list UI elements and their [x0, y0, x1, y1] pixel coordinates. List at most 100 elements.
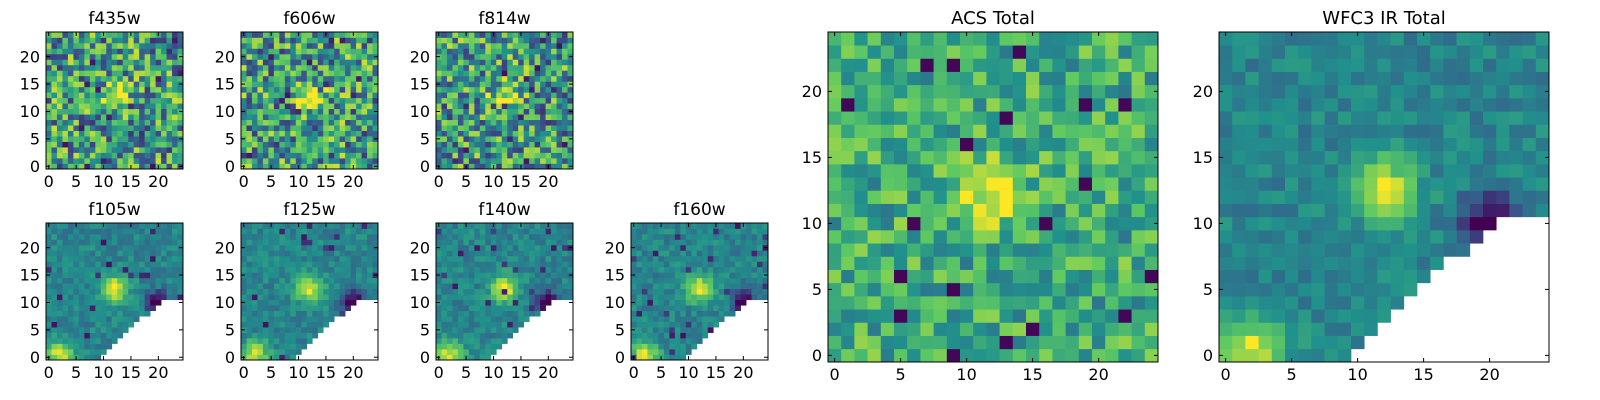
heatmap-cell [680, 310, 687, 317]
heatmap-cell [172, 283, 178, 290]
heatmap-cell [117, 37, 124, 44]
heatmap-cell [361, 283, 368, 290]
heatmap-cell [545, 147, 552, 153]
heatmap-cell [56, 147, 63, 153]
heatmap-cell [251, 233, 258, 240]
heatmap-cell [463, 255, 470, 262]
heatmap-cell [529, 114, 535, 121]
heatmap-cell [284, 103, 291, 110]
heatmap-cell [339, 92, 346, 99]
heatmap-cell [551, 81, 557, 88]
heatmap-cell [51, 81, 58, 88]
heatmap-cell [89, 305, 96, 312]
heatmap-cell [161, 239, 167, 246]
heatmap-cell [669, 288, 676, 295]
heatmap-cell [367, 141, 373, 148]
heatmap-cell [567, 158, 574, 164]
heatmap-cell [523, 294, 530, 301]
heatmap-cell [339, 305, 346, 312]
heatmap-cell [724, 244, 730, 251]
heatmap-cell [523, 255, 530, 262]
heatmap-cell [150, 239, 156, 246]
heatmap-cell [268, 277, 275, 284]
heatmap-cell [512, 130, 519, 137]
x-tick-label: 0 [629, 363, 639, 382]
heatmap-cell [463, 228, 470, 235]
heatmap-cell [46, 316, 52, 322]
heatmap-cell [512, 141, 519, 148]
heatmap-cell [62, 332, 69, 339]
heatmap-cell [56, 64, 63, 71]
heatmap-cell [144, 141, 151, 148]
heatmap-cell [166, 283, 173, 290]
heatmap-cell [631, 239, 637, 246]
heatmap-cell [960, 309, 974, 323]
heatmap-cell [1131, 296, 1146, 310]
heatmap-cell [62, 32, 69, 38]
heatmap-cell [636, 233, 643, 240]
heatmap-cell [328, 53, 335, 60]
heatmap-cell [172, 244, 178, 251]
heatmap-cell [973, 137, 987, 152]
heatmap-cell [479, 250, 486, 257]
heatmap-cell [652, 283, 659, 290]
heatmap-cell [457, 343, 464, 350]
heatmap-cell [111, 305, 118, 312]
heatmap-cell [457, 299, 464, 306]
heatmap-cell [317, 42, 324, 49]
heatmap-cell [1324, 296, 1339, 310]
heatmap-cell [1219, 322, 1233, 336]
heatmap-cell [1337, 243, 1352, 257]
heatmap-cell [73, 239, 80, 246]
heatmap-cell [691, 338, 698, 344]
x-tick-label: 10 [956, 365, 976, 384]
heatmap-cell [150, 147, 156, 153]
heatmap-cell [973, 177, 987, 191]
heatmap-cell [273, 70, 280, 77]
heatmap-cell [273, 288, 280, 295]
heatmap-cell [567, 152, 574, 159]
heatmap-cell [166, 266, 173, 273]
heatmap-cell [339, 37, 346, 44]
heatmap-cell [257, 338, 264, 344]
heatmap-cell [323, 305, 330, 312]
heatmap-cell [696, 316, 703, 322]
heatmap-cell [468, 75, 475, 82]
heatmap-cell [441, 299, 448, 306]
heatmap-cell [139, 119, 145, 126]
heatmap-cell [372, 223, 379, 229]
heatmap-cell [1052, 58, 1066, 72]
heatmap-cell [117, 288, 124, 295]
heatmap-cell [468, 42, 475, 49]
heatmap-cell [133, 261, 140, 268]
heatmap-cell [51, 343, 58, 350]
heatmap-cell [1092, 58, 1106, 72]
heatmap-cell [51, 349, 58, 355]
heatmap-cell [177, 255, 184, 262]
heatmap-cell [854, 348, 868, 363]
heatmap-cell [172, 97, 178, 104]
heatmap-cell [496, 223, 503, 229]
heatmap-cell [73, 233, 80, 240]
heatmap-cell [150, 136, 156, 142]
heatmap-cell [485, 299, 492, 306]
x-tick-label: 15 [706, 363, 726, 382]
heatmap-cell [73, 299, 80, 306]
heatmap-cell [457, 349, 464, 355]
heatmap-cell [452, 136, 459, 142]
heatmap-cell [652, 288, 659, 295]
heatmap-cell [1039, 335, 1053, 350]
heatmap-cell [1078, 203, 1093, 218]
heatmap-cell [680, 327, 687, 333]
heatmap-cell [457, 141, 464, 148]
heatmap-cell [540, 299, 546, 306]
heatmap-cell [746, 244, 752, 251]
x-tick-label: 15 [511, 363, 531, 382]
heatmap-cell [290, 349, 297, 355]
heatmap-cell [367, 32, 373, 38]
heatmap-cell [323, 114, 330, 121]
heatmap-cell [133, 125, 140, 131]
heatmap-cell [446, 147, 453, 153]
heatmap-cell [496, 310, 503, 317]
heatmap-cell [556, 272, 563, 279]
